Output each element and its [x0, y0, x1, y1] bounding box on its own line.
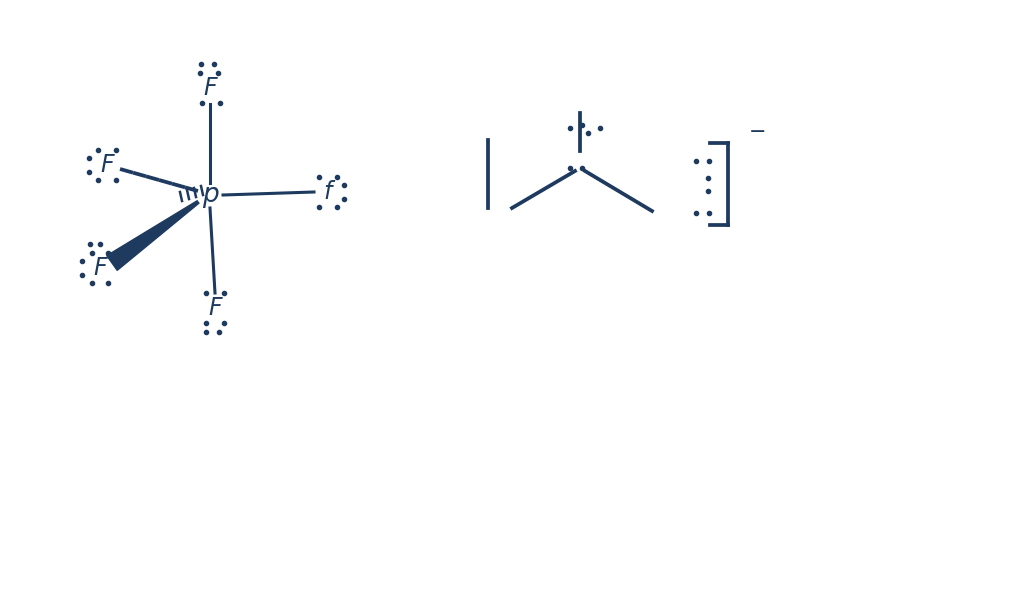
- Text: F: F: [93, 256, 106, 280]
- Text: F: F: [100, 153, 114, 177]
- Text: F: F: [203, 76, 217, 100]
- Text: −: −: [750, 122, 767, 142]
- Text: p: p: [202, 182, 218, 208]
- Text: f: f: [324, 180, 332, 204]
- Text: F: F: [208, 296, 222, 320]
- Polygon shape: [106, 201, 199, 270]
